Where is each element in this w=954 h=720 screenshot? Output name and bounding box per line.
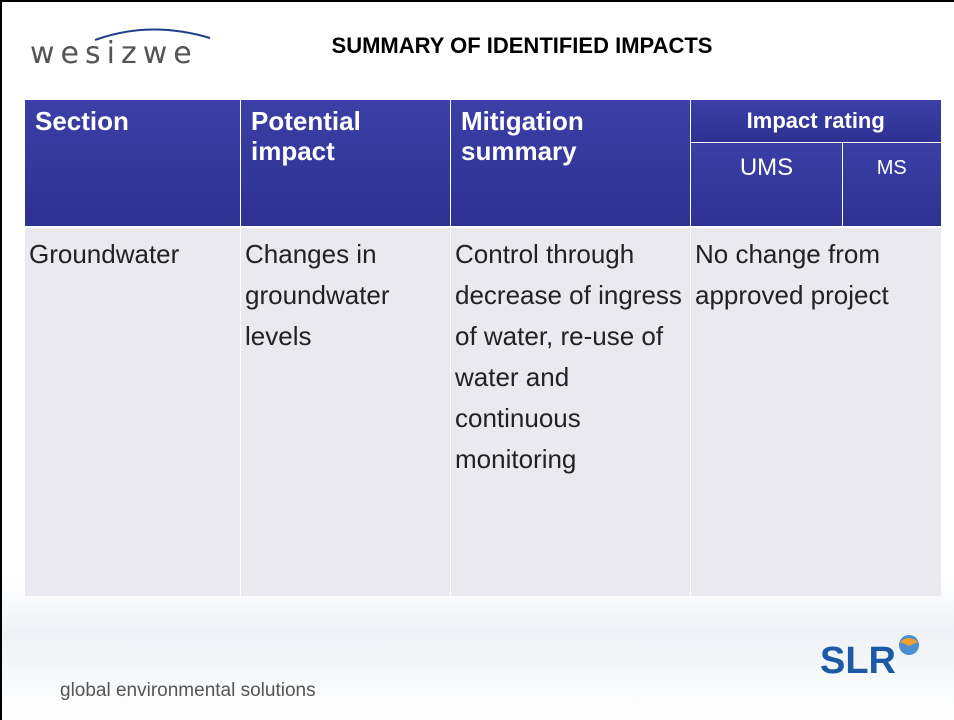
- cell: Groundwater: [24, 225, 241, 596]
- column-header: Potential impact: [240, 100, 451, 227]
- cell: Control through decrease of ingress of w…: [450, 225, 691, 596]
- logo: wesizwe: [30, 24, 240, 84]
- cell: No change from approved project: [690, 225, 941, 596]
- subcolumn-header: MS: [842, 142, 941, 227]
- cell: Changes in groundwater levels: [240, 225, 451, 596]
- brand-text: SLR: [820, 640, 896, 682]
- title: SUMMARY OF IDENTIFIED IMPACTS: [331, 33, 713, 58]
- column-header: Section: [24, 100, 241, 227]
- brand: SLR: [820, 635, 919, 683]
- subcolumn-header: UMS: [690, 142, 843, 227]
- logo-text: wesizwe: [30, 36, 198, 71]
- column-header: Impact rating: [690, 100, 941, 143]
- impact-table: Section Potential impact Mitigation summ…: [24, 100, 941, 596]
- tagline: global environmental solutions: [60, 680, 316, 701]
- column-header: Mitigation summary: [450, 100, 691, 227]
- logo-arc: [94, 28, 211, 41]
- brand-globe: [899, 635, 919, 655]
